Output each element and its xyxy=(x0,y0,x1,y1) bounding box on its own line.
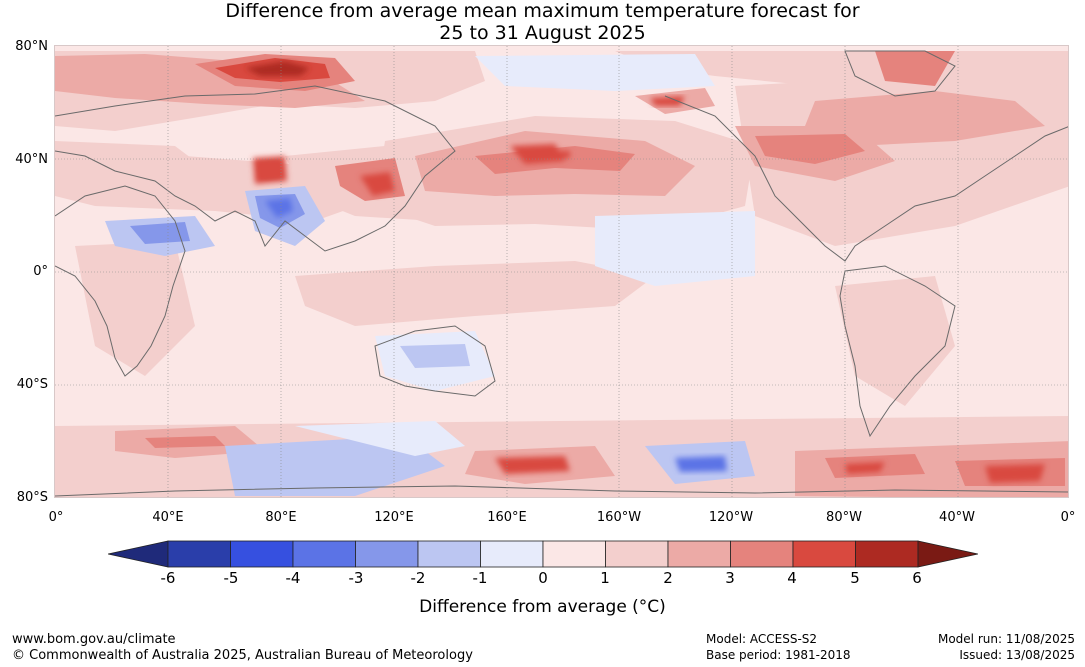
warm-region-south-pacific-4 xyxy=(495,456,570,474)
footer-website: www.bom.gov.au/climate xyxy=(12,632,176,647)
lon-label-80e: 80°E xyxy=(265,510,297,525)
coastline-eurasia xyxy=(55,85,456,252)
warm-region-siberia xyxy=(55,54,365,108)
coastline-africa-europe xyxy=(55,185,186,377)
colorbar-tick: 3 xyxy=(725,569,735,587)
coastline-antarctica xyxy=(55,485,1068,497)
colorbar-tick: 0 xyxy=(538,569,548,587)
title-line-1: Difference from average mean maximum tem… xyxy=(225,0,860,22)
colorbar-bin xyxy=(667,540,731,568)
temperature-anomaly-map xyxy=(54,45,1069,498)
coastline-australia xyxy=(374,325,496,397)
colorbar-tick: 2 xyxy=(663,569,673,587)
title-line-2: 25 to 31 August 2025 xyxy=(439,22,646,44)
colorbar-bin xyxy=(792,540,856,568)
warm-region-tropical-pacific xyxy=(295,261,655,326)
warm-region-south-atlantic-5 xyxy=(845,462,1045,483)
lon-label-0-right: 0° xyxy=(1060,510,1076,525)
colorbar-label: Difference from average (°C) xyxy=(419,597,666,617)
cool-region-south-pacific-2 xyxy=(675,456,727,472)
colorbar-arrow-high xyxy=(917,540,978,568)
warm-region-south-indian-4 xyxy=(145,436,225,448)
colorbar-tick: 6 xyxy=(912,569,922,587)
lon-label-0-left: 0° xyxy=(48,510,64,525)
warm-region-tibet xyxy=(253,156,287,184)
coastline-greenland xyxy=(844,50,956,97)
footer-issued: Issued: 13/08/2025 xyxy=(959,648,1075,662)
lon-label-120e: 120°E xyxy=(374,510,414,525)
lon-label-120w: 120°W xyxy=(708,510,754,525)
warm-region-south-america xyxy=(835,276,955,406)
colorbar xyxy=(108,540,978,568)
colorbar-tick: 5 xyxy=(850,569,860,587)
warm-region-alaska-core xyxy=(650,96,685,106)
footer-base-period: Base period: 1981-2018 xyxy=(706,648,851,662)
colorbar-bin xyxy=(355,540,419,568)
colorbar-tick: -1 xyxy=(472,569,488,587)
colorbar-tick: -3 xyxy=(348,569,364,587)
lat-label-40n: 40°N xyxy=(15,152,48,167)
warm-region-china-4 xyxy=(360,172,395,196)
colorbar-tick: -4 xyxy=(285,569,301,587)
warm-region-scandinavia-5 xyxy=(245,61,310,76)
colorbar-bin xyxy=(480,540,544,568)
warm-region-usa-4 xyxy=(755,134,865,164)
colorbar-bin xyxy=(605,540,669,568)
colorbar-tick: -2 xyxy=(410,569,426,587)
cool-region-arctic-pacific xyxy=(475,54,715,91)
warm-region-greenland xyxy=(875,51,955,86)
lon-label-40e: 40°E xyxy=(152,510,184,525)
map-canvas xyxy=(55,46,1068,497)
cool-region-arabian-sea-2 xyxy=(130,222,190,244)
colorbar-bin xyxy=(167,540,231,568)
colorbar-tick: -6 xyxy=(160,569,176,587)
cool-region-antarctic-indian xyxy=(225,436,445,496)
lon-label-160w: 160°W xyxy=(596,510,642,525)
lat-label-40s: 40°S xyxy=(16,377,48,392)
cool-region-east-pacific xyxy=(595,211,755,286)
colorbar-bin xyxy=(855,540,919,568)
colorbar-bin xyxy=(417,540,481,568)
cool-region-india-3 xyxy=(265,198,293,218)
warm-region-north-pacific-5 xyxy=(510,144,570,164)
colorbar-bin xyxy=(542,540,606,568)
warm-region-canada-3 xyxy=(805,91,1045,146)
lat-label-80n: 80°N xyxy=(15,39,48,54)
colorbar-bins xyxy=(108,540,978,568)
cool-region-australia-2 xyxy=(400,344,470,368)
lat-label-equator: 0° xyxy=(33,264,48,279)
footer-model: Model: ACCESS-S2 xyxy=(706,632,818,646)
gridlines xyxy=(55,46,1068,497)
lon-label-40w: 40°W xyxy=(939,510,975,525)
footer-copyright: © Commonwealth of Australia 2025, Austra… xyxy=(12,648,473,663)
anomaly-fields xyxy=(55,51,1068,497)
coastline-north-america xyxy=(664,95,1068,262)
colorbar-bin xyxy=(292,540,356,568)
colorbar-arrow-low xyxy=(108,540,169,568)
lat-label-80s: 80°S xyxy=(16,490,48,505)
cool-region-antarctic-indian-2 xyxy=(295,421,465,456)
colorbar-tick: -5 xyxy=(223,569,239,587)
warm-region-africa xyxy=(75,241,195,376)
colorbar-bin xyxy=(730,540,794,568)
colorbar-tick: 1 xyxy=(600,569,610,587)
lon-label-80w: 80°W xyxy=(826,510,862,525)
lon-label-160e: 160°E xyxy=(487,510,527,525)
colorbar-tick: 4 xyxy=(787,569,797,587)
colorbar-bin xyxy=(230,540,294,568)
figure-title: Difference from average mean maximum tem… xyxy=(0,0,1085,44)
footer-model-run: Model run: 11/08/2025 xyxy=(937,632,1075,646)
